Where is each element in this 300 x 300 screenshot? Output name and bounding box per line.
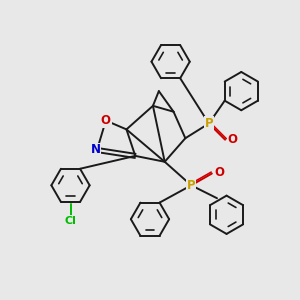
Text: P: P xyxy=(187,179,196,192)
Text: P: P xyxy=(205,117,213,130)
Text: O: O xyxy=(227,133,237,146)
Text: O: O xyxy=(214,166,224,178)
Text: Cl: Cl xyxy=(64,216,76,226)
Text: O: O xyxy=(101,114,111,127)
Text: N: N xyxy=(91,143,100,157)
